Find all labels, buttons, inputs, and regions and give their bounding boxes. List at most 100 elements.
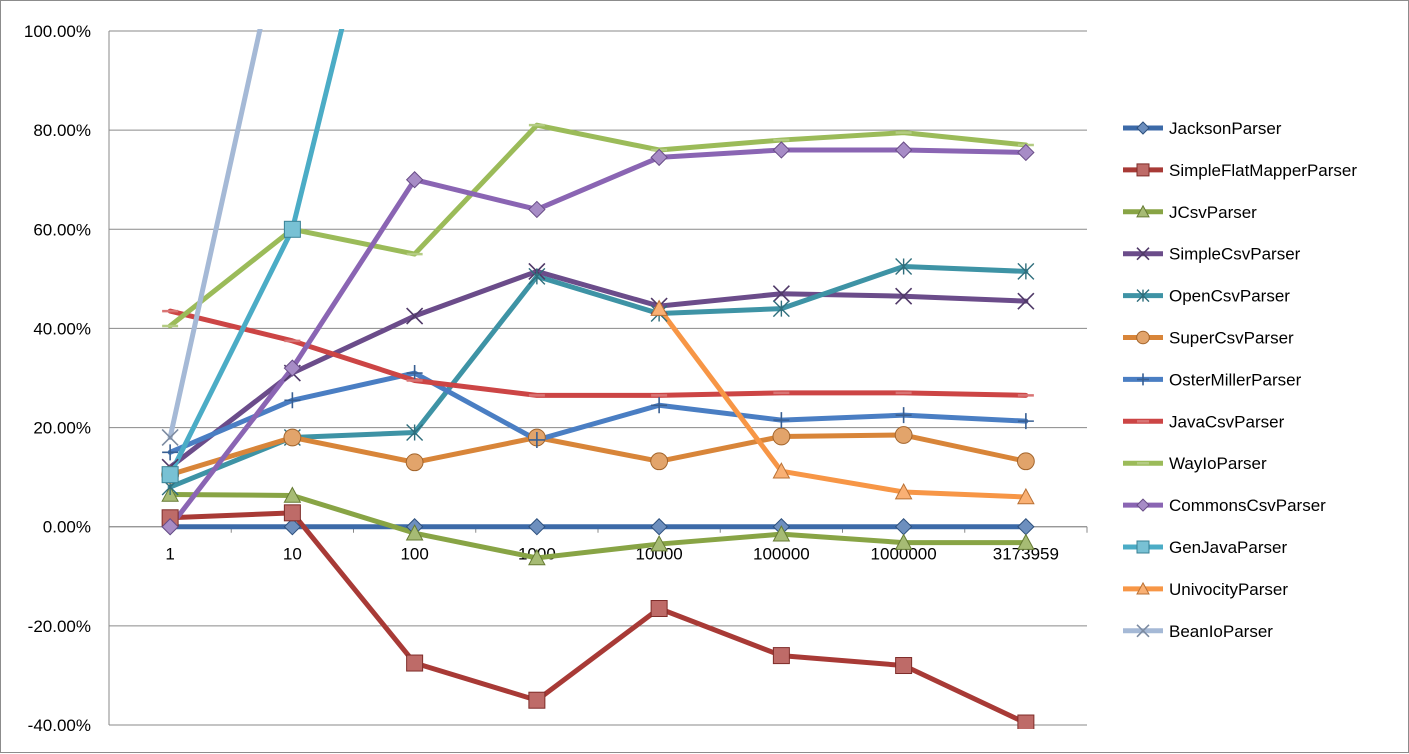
legend-label-jackson-parser: JacksonParser <box>1169 119 1282 138</box>
data-point-simple-csv-parser <box>1017 292 1035 310</box>
data-point-jackson-parser <box>1017 518 1035 536</box>
series-line-oster-miller-parser <box>167 370 1029 455</box>
legend-label-jcsv-parser: JCsvParser <box>1169 203 1257 222</box>
series-line-open-csv-parser <box>167 263 1029 490</box>
series-line-commons-csv-parser <box>167 147 1029 530</box>
legend-marker-simple-flat-mapper-parser <box>1136 163 1150 177</box>
y-tick-label: 20.00% <box>33 419 91 438</box>
legend-item-bean-io-parser: BeanIoParser <box>1123 622 1273 641</box>
data-point-jcsv-parser <box>772 525 791 542</box>
y-tick-label: 100.00% <box>24 22 91 41</box>
legend-item-oster-miller-parser: OsterMillerParser <box>1123 370 1302 389</box>
legend-label-java-csv-parser: JavaCsvParser <box>1169 412 1285 431</box>
data-point-jcsv-parser <box>894 533 913 550</box>
data-point-simple-csv-parser <box>406 307 424 325</box>
legend-item-commons-csv-parser: CommonsCsvParser <box>1123 496 1326 515</box>
data-point-jcsv-parser <box>650 535 668 552</box>
data-point-open-csv-parser <box>528 267 546 285</box>
data-point-super-csv-parser <box>894 426 913 444</box>
legend-marker-super-csv-parser <box>1136 330 1150 345</box>
data-point-commons-csv-parser <box>283 359 302 377</box>
x-tick-label: 3173959 <box>993 545 1059 564</box>
series-line-java-csv-parser <box>167 308 1029 398</box>
data-point-univocity-parser <box>772 462 791 479</box>
data-point-simple-flat-mapper-parser <box>772 647 790 665</box>
data-point-jcsv-parser <box>283 486 302 503</box>
y-tick-label: 80.00% <box>33 121 91 140</box>
data-point-gen-java-parser <box>283 220 301 238</box>
series-markers <box>161 123 1035 729</box>
legend-marker-commons-csv-parser <box>1136 498 1150 512</box>
data-point-open-csv-parser <box>1017 262 1035 280</box>
legend-item-jackson-parser: JacksonParser <box>1123 119 1282 138</box>
legend-item-univocity-parser: UnivocityParser <box>1123 580 1288 599</box>
legend-label-commons-csv-parser: CommonsCsvParser <box>1169 496 1326 515</box>
legend-marker-gen-java-parser <box>1136 540 1150 554</box>
legend-marker-open-csv-parser <box>1136 289 1150 303</box>
data-point-simple-flat-mapper-parser <box>1017 714 1035 729</box>
data-point-commons-csv-parser <box>894 141 913 159</box>
legend-item-way-io-parser: WayIoParser <box>1123 454 1267 473</box>
data-point-univocity-parser <box>650 299 668 316</box>
data-point-open-csv-parser <box>895 257 913 275</box>
y-tick-label: 0.00% <box>43 518 91 537</box>
data-point-super-csv-parser <box>650 452 669 471</box>
x-tick-label: 100000 <box>753 545 810 564</box>
series-line-simple-flat-mapper-parser <box>167 510 1029 726</box>
data-point-open-csv-parser <box>772 300 790 318</box>
data-point-simple-flat-mapper-parser <box>283 504 301 522</box>
legend-marker-jackson-parser <box>1136 121 1150 135</box>
x-tick-label: 1000000 <box>871 545 937 564</box>
legend-label-simple-flat-mapper-parser: SimpleFlatMapperParser <box>1169 161 1357 180</box>
data-point-jcsv-parser <box>528 548 546 566</box>
legend-label-simple-csv-parser: SimpleCsvParser <box>1169 245 1301 264</box>
data-point-oster-miller-parser <box>284 392 301 409</box>
legend-item-super-csv-parser: SuperCsvParser <box>1123 329 1294 348</box>
data-point-oster-miller-parser <box>528 431 545 448</box>
legend-label-open-csv-parser: OpenCsvParser <box>1169 287 1290 306</box>
data-point-commons-csv-parser <box>405 171 424 189</box>
data-point-commons-csv-parser <box>161 518 179 536</box>
series-line-bean-io-parser <box>167 29 263 440</box>
legend-marker-oster-miller-parser <box>1137 373 1149 386</box>
series-line-super-csv-parser <box>167 432 1029 478</box>
x-tick-label: 1 <box>165 545 174 564</box>
y-tick-label: -20.00% <box>28 617 91 636</box>
data-point-jackson-parser <box>650 518 668 536</box>
data-point-super-csv-parser <box>772 427 791 446</box>
data-point-simple-flat-mapper-parser <box>528 691 546 709</box>
legend: JacksonParser SimpleFlatMapperParser JCsvP… <box>1123 119 1357 641</box>
data-point-oster-miller-parser <box>406 365 423 382</box>
data-point-super-csv-parser <box>405 453 424 472</box>
legend-label-univocity-parser: UnivocityParser <box>1169 580 1288 599</box>
legend-label-super-csv-parser: SuperCsvParser <box>1169 329 1294 348</box>
data-point-jcsv-parser <box>405 524 424 541</box>
x-tick-label: 10000 <box>635 545 682 564</box>
data-point-simple-flat-mapper-parser <box>895 657 913 675</box>
legend-item-open-csv-parser: OpenCsvParser <box>1123 287 1290 306</box>
data-point-commons-csv-parser <box>528 200 546 219</box>
series-line-way-io-parser <box>167 122 1029 329</box>
data-point-open-csv-parser <box>406 424 424 442</box>
data-point-bean-io-parser <box>161 428 179 447</box>
data-point-oster-miller-parser <box>1017 413 1034 430</box>
data-point-commons-csv-parser <box>1017 143 1035 162</box>
y-tick-label: 60.00% <box>33 220 91 239</box>
legend-item-java-csv-parser: JavaCsvParser <box>1123 412 1285 431</box>
legend-marker-simple-csv-parser <box>1136 247 1150 261</box>
data-point-jackson-parser <box>528 518 546 536</box>
legend-item-gen-java-parser: GenJavaParser <box>1123 538 1287 557</box>
legend-label-bean-io-parser: BeanIoParser <box>1169 622 1273 641</box>
data-point-gen-java-parser <box>161 466 179 484</box>
data-point-oster-miller-parser <box>895 407 912 424</box>
legend-item-simple-flat-mapper-parser: SimpleFlatMapperParser <box>1123 161 1357 180</box>
data-point-commons-csv-parser <box>650 148 668 167</box>
legend-item-jcsv-parser: JCsvParser <box>1123 203 1257 222</box>
series-line-jcsv-parser <box>167 491 1029 561</box>
data-point-simple-flat-mapper-parser <box>650 600 668 618</box>
data-point-univocity-parser <box>894 482 913 500</box>
data-point-simple-flat-mapper-parser <box>406 654 424 672</box>
data-point-jackson-parser <box>894 518 913 536</box>
data-point-super-csv-parser <box>283 428 302 447</box>
